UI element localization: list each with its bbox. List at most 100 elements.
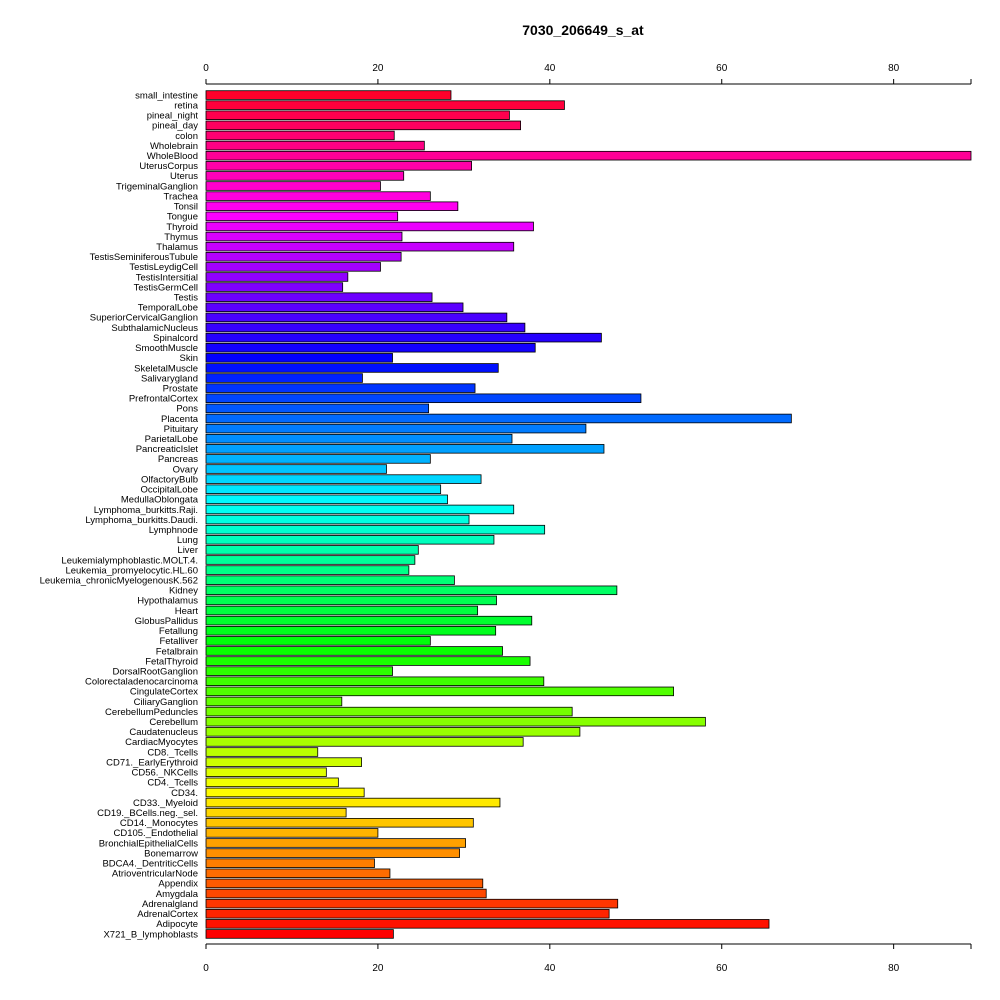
bar-Appendix — [205, 878, 484, 889]
bar-BronchialEpithelialCells — [205, 838, 466, 848]
bottom-tick-label: 20 — [372, 963, 384, 974]
bar-Wholebrain — [205, 140, 425, 151]
bar-Lung — [205, 535, 495, 545]
category-label: UterusCorpus — [139, 161, 198, 172]
category-label: Spinalcord — [153, 333, 198, 344]
bar-Ovary — [205, 464, 387, 474]
bar-ParietalLobe — [205, 433, 513, 444]
bar-Adipocyte — [205, 919, 770, 929]
category-label: Amygdala — [156, 889, 199, 900]
bar-GlobusPallidus — [205, 615, 533, 626]
bar-CingulateCortex — [205, 686, 675, 697]
category-label: Pons — [176, 404, 198, 415]
bar-TestisIntersitial — [205, 272, 349, 282]
bar-Pons — [205, 403, 430, 414]
category-label: FetalThyroid — [145, 656, 198, 667]
category-label: Prostate — [163, 383, 198, 394]
category-label: small_intestine — [135, 90, 198, 101]
category-label: Bonemarrow — [144, 848, 198, 859]
category-label: CD34. — [171, 788, 198, 799]
category-label: Salivarygland — [141, 373, 198, 384]
category-label: pineal_day — [152, 121, 198, 132]
category-label: CD19._BCells.neg._sel. — [97, 808, 198, 819]
category-label: CD56._NKCells — [131, 768, 198, 779]
category-label: MedullaOblongata — [121, 495, 199, 506]
bar-SmoothMuscle — [205, 342, 536, 353]
category-label: AdrenalCortex — [137, 909, 198, 920]
bar-Placenta — [205, 413, 792, 424]
category-label: SubthalamicNucleus — [111, 323, 198, 334]
category-label: Appendix — [158, 879, 198, 890]
category-label: Lymphnode — [149, 525, 198, 536]
category-label: Adrenalgland — [142, 899, 198, 910]
category-label: CardiacMyocytes — [125, 737, 198, 748]
bar-CD34. — [205, 787, 365, 798]
category-label: Pancreas — [158, 454, 198, 465]
category-label: BDCA4._DentriticCells — [102, 859, 198, 870]
bar-CardiacMyocytes — [205, 737, 524, 747]
category-label: SmoothMuscle — [135, 343, 198, 354]
category-label: X721_B_lymphoblasts — [103, 929, 198, 940]
category-label: PrefrontalCortex — [129, 394, 198, 405]
category-label: OccipitalLobe — [140, 485, 198, 496]
bar-Leukemia_promyelocytic.HL.60 — [205, 565, 410, 575]
category-label: Trachea — [164, 191, 199, 202]
bar-CD33._Myeloid — [205, 797, 501, 808]
bar-Pituitary — [205, 423, 587, 434]
bar-TestisSeminiferousTubule — [205, 252, 402, 262]
category-label: ParietalLobe — [145, 434, 198, 445]
bar-CerebellumPeduncles — [205, 706, 573, 717]
category-label: TestisIntersitial — [136, 272, 198, 283]
bar-Liver — [205, 545, 419, 555]
category-label: pineal_night — [147, 111, 199, 122]
bar-CD8._Tcells — [205, 747, 319, 757]
category-label: CD33._Myeloid — [133, 798, 198, 809]
category-label: Lymphoma_burkitts.Raji. — [94, 505, 198, 516]
category-label: Heart — [175, 606, 199, 617]
category-label: CingulateCortex — [130, 687, 198, 698]
bar-Amygdala — [205, 888, 487, 899]
bar-TestisLeydigCell — [205, 262, 381, 272]
bar-Trachea — [205, 191, 431, 201]
category-label: WholeBlood — [147, 151, 198, 162]
bar-SkeletalMuscle — [205, 363, 499, 373]
bar-DorsalRootGanglion — [205, 666, 393, 676]
bar-pineal_day — [205, 120, 522, 131]
bottom-tick-label: 40 — [544, 963, 556, 974]
bar-Tonsil — [205, 201, 459, 211]
category-label: Cerebellum — [149, 717, 198, 728]
bar-PrefrontalCortex — [205, 393, 642, 404]
bar-Leukemialymphoblastic.MOLT.4. — [205, 555, 416, 565]
category-label: SuperiorCervicalGanglion — [90, 313, 198, 324]
bar-retina — [205, 100, 565, 110]
category-label: Testis — [174, 293, 199, 304]
bar-FetalThyroid — [205, 656, 531, 666]
chart-title: 7030_206649_s_at — [522, 22, 644, 38]
bar-Pancreas — [205, 454, 431, 464]
category-label: Uterus — [170, 171, 198, 182]
category-label: colon — [175, 131, 198, 142]
category-label: Lymphoma_burkitts.Daudi. — [85, 515, 198, 526]
bottom-x-axis: 0 20 40 60 80 — [203, 943, 972, 974]
category-label: CiliaryGanglion — [134, 697, 198, 708]
bar-BDCA4._DentriticCells — [205, 858, 375, 868]
bar-Fetalliver — [205, 636, 431, 646]
category-label: TrigeminalGanglion — [116, 181, 198, 192]
category-label: Placenta — [161, 414, 199, 425]
category-label: Liver — [177, 545, 198, 556]
bar-WholeBlood — [205, 150, 972, 161]
category-label: Skin — [180, 353, 198, 364]
category-label: Thymus — [164, 232, 198, 243]
category-label: Fetallung — [159, 626, 198, 637]
category-label: AtrioventricularNode — [112, 869, 198, 880]
category-label: Thyroid — [166, 222, 198, 233]
category-label: TestisGermCell — [134, 282, 198, 293]
bar-Lymphoma_burkitts.Raji. — [205, 504, 515, 515]
category-label: CD4._Tcells — [147, 778, 198, 789]
category-label: Wholebrain — [150, 141, 198, 152]
category-label: Colorectaladenocarcinoma — [85, 677, 199, 688]
bar-Skin — [205, 353, 393, 363]
bar-MedullaOblongata — [205, 494, 448, 505]
category-label: GlobusPallidus — [135, 616, 199, 627]
category-label: Fetalbrain — [156, 646, 198, 657]
